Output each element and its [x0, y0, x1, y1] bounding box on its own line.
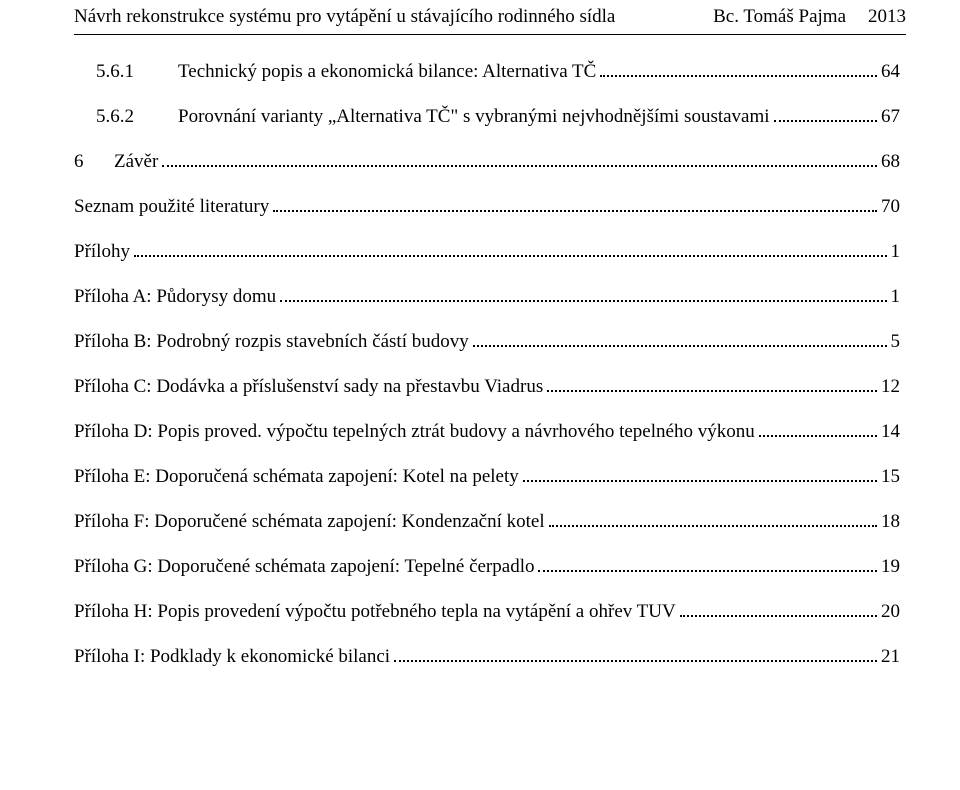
toc-entry: Příloha C: Dodávka a příslušenství sady … [74, 376, 900, 398]
toc-number: 5.6.1 [96, 61, 178, 83]
page: Návrh rekonstrukce systému pro vytápění … [0, 0, 960, 668]
toc-page: 5 [891, 331, 901, 353]
toc-entry: Seznam použité literatury 70 [74, 196, 900, 218]
toc-entry: Příloha F: Doporučené schémata zapojení:… [74, 511, 900, 533]
toc-leader [394, 660, 877, 662]
toc-leader [273, 210, 877, 212]
toc-leader [680, 615, 877, 617]
toc-entry: 5.6.2 Porovnání varianty „Alternativa TČ… [96, 106, 900, 128]
table-of-contents: 5.6.1 Technický popis a ekonomická bilan… [74, 61, 906, 668]
toc-title: Seznam použité literatury [74, 196, 269, 218]
toc-entry: Příloha D: Popis proved. výpočtu tepelný… [74, 421, 900, 443]
toc-title: Příloha G: Doporučené schémata zapojení:… [74, 556, 534, 578]
header-year: 2013 [868, 6, 906, 28]
toc-page: 18 [881, 511, 900, 533]
toc-entry: 6 Závěr 68 [74, 151, 900, 173]
toc-title: Závěr [114, 151, 158, 173]
toc-page: 21 [881, 646, 900, 668]
toc-leader [547, 390, 877, 392]
toc-entry: Příloha A: Půdorysy domu 1 [74, 286, 900, 308]
toc-title: Příloha B: Podrobný rozpis stavebních čá… [74, 331, 469, 353]
toc-leader [600, 75, 877, 77]
toc-title: Technický popis a ekonomická bilance: Al… [178, 61, 596, 83]
toc-page: 67 [881, 106, 900, 128]
toc-page: 1 [891, 241, 901, 263]
toc-leader [473, 345, 887, 347]
toc-title: Porovnání varianty „Alternativa TČ" s vy… [178, 106, 770, 128]
header-title: Návrh rekonstrukce systému pro vytápění … [74, 6, 713, 28]
toc-leader [774, 120, 877, 122]
toc-title: Příloha H: Popis provedení výpočtu potře… [74, 601, 676, 623]
toc-page: 1 [891, 286, 901, 308]
toc-entry: Příloha G: Doporučené schémata zapojení:… [74, 556, 900, 578]
toc-title: Příloha A: Půdorysy domu [74, 286, 276, 308]
toc-title: Příloha D: Popis proved. výpočtu tepelný… [74, 421, 755, 443]
toc-entry: Přílohy 1 [74, 241, 900, 263]
toc-leader [523, 480, 877, 482]
toc-leader [162, 165, 877, 167]
toc-number: 6 [74, 151, 114, 173]
toc-page: 15 [881, 466, 900, 488]
toc-page: 12 [881, 376, 900, 398]
toc-page: 20 [881, 601, 900, 623]
toc-page: 64 [881, 61, 900, 83]
toc-entry: 5.6.1 Technický popis a ekonomická bilan… [96, 61, 900, 83]
toc-title: Příloha F: Doporučené schémata zapojení:… [74, 511, 545, 533]
page-header: Návrh rekonstrukce systému pro vytápění … [74, 6, 906, 35]
toc-page: 68 [881, 151, 900, 173]
toc-title: Příloha C: Dodávka a příslušenství sady … [74, 376, 543, 398]
toc-leader [134, 255, 887, 257]
toc-entry: Příloha H: Popis provedení výpočtu potře… [74, 601, 900, 623]
toc-entry: Příloha I: Podklady k ekonomické bilanci… [74, 646, 900, 668]
toc-entry: Příloha E: Doporučená schémata zapojení:… [74, 466, 900, 488]
toc-title: Přílohy [74, 241, 130, 263]
toc-title: Příloha I: Podklady k ekonomické bilanci [74, 646, 390, 668]
toc-page: 70 [881, 196, 900, 218]
toc-leader [280, 300, 886, 302]
toc-page: 19 [881, 556, 900, 578]
toc-entry: Příloha B: Podrobný rozpis stavebních čá… [74, 331, 900, 353]
toc-leader [549, 525, 877, 527]
toc-page: 14 [881, 421, 900, 443]
header-author: Bc. Tomáš Pajma [713, 6, 868, 28]
toc-leader [538, 570, 877, 572]
toc-title: Příloha E: Doporučená schémata zapojení:… [74, 466, 519, 488]
toc-number: 5.6.2 [96, 106, 178, 128]
toc-leader [759, 435, 877, 437]
